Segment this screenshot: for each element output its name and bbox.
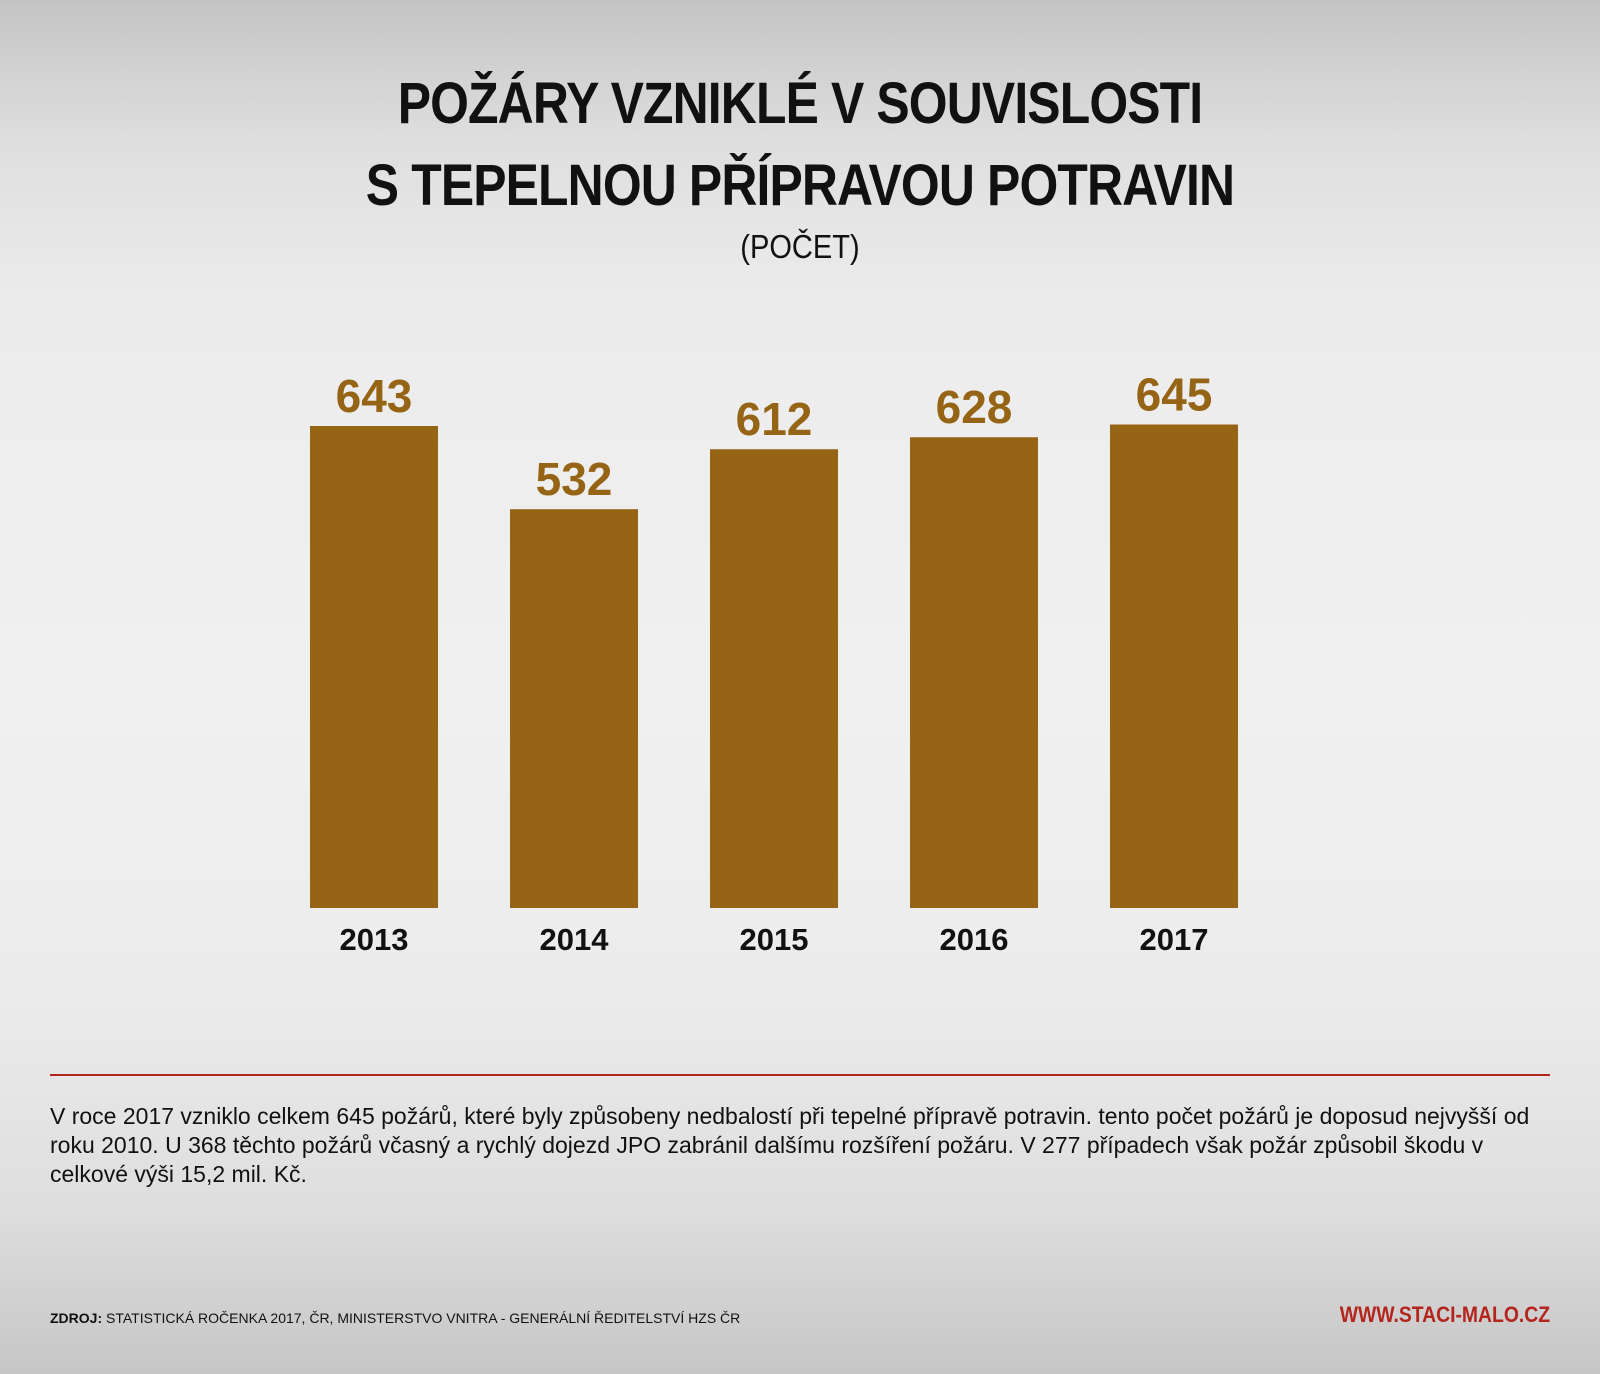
category-label-2014: 2014 — [540, 922, 610, 957]
bars-group — [310, 424, 1238, 908]
footer-divider — [50, 1074, 1550, 1076]
value-label-2016: 628 — [936, 381, 1013, 433]
bar-chart: 643 532 612 628 645 2013 2014 2015 2016 2017 — [310, 369, 1238, 957]
category-label-2017: 2017 — [1140, 922, 1209, 957]
chart-title-line-2: S TEPELNOU PŘÍPRAVOU POTRAVIN — [365, 153, 1235, 218]
chart-title-line-1: POŽÁRY VZNIKLÉ V SOUVISLOSTI — [397, 71, 1203, 136]
value-label-2017: 645 — [1136, 369, 1213, 421]
category-label-2016: 2016 — [940, 922, 1009, 957]
chart-subtitle: (POČET) — [740, 228, 860, 265]
bar-2017 — [1110, 424, 1238, 908]
bar-2015 — [710, 449, 838, 908]
category-labels-group: 2013 2014 2015 2016 2017 — [340, 922, 1209, 957]
bar-2014 — [510, 509, 638, 908]
source-label: ZDROJ: — [50, 1310, 103, 1326]
website-link[interactable]: WWW.STACI-MALO.CZ — [1339, 1302, 1550, 1327]
category-label-2015: 2015 — [740, 922, 809, 957]
bar-2016 — [910, 437, 1038, 908]
source-text: STATISTICKÁ ROČENKA 2017, ČR, MINISTERST… — [106, 1310, 741, 1326]
source-note: ZDROJ: STATISTICKÁ ROČENKA 2017, ČR, MIN… — [50, 1310, 740, 1326]
category-label-2013: 2013 — [340, 922, 409, 957]
value-labels-group: 643 532 612 628 645 — [336, 369, 1213, 506]
bar-2013 — [310, 426, 438, 908]
value-label-2014: 532 — [536, 453, 613, 505]
description-text: V roce 2017 vzniklo celkem 645 požárů, k… — [50, 1103, 1530, 1187]
value-label-2013: 643 — [336, 370, 413, 422]
value-label-2015: 612 — [736, 393, 813, 445]
